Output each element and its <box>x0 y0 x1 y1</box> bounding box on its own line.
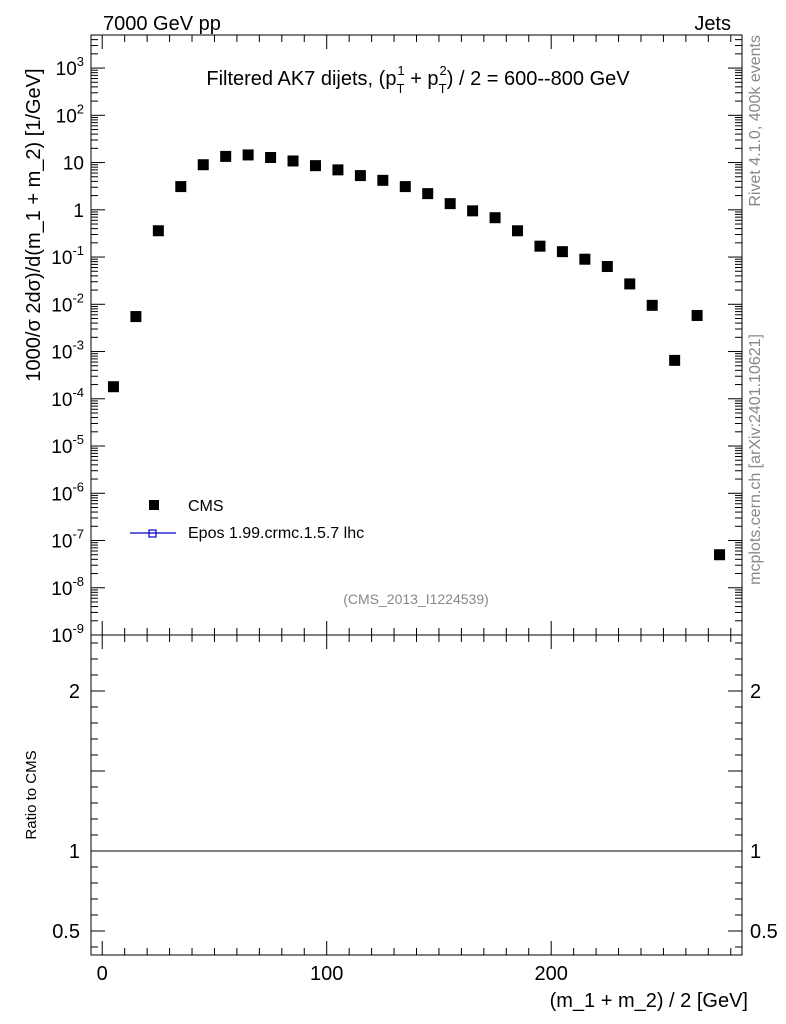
cms-data-point <box>107 381 119 393</box>
cms-data-point <box>512 225 524 237</box>
analysis-watermark: (CMS_2013_I1224539) <box>343 591 489 607</box>
main-plot-frame <box>90 34 743 636</box>
header-energy-label: 7000 GeV pp <box>103 13 221 35</box>
ratio-y-axis-title: Ratio to CMS <box>23 750 40 839</box>
main-y-axis-title: 1000/σ 2dσ)/d(m_1 + m_2) [1/GeV] <box>23 68 45 381</box>
x-tick-labels: 0 100 200 <box>97 963 568 985</box>
cms-data-point <box>399 181 411 193</box>
ratio-axis-ticks <box>91 635 742 955</box>
y-tick-label: 10-2 <box>51 290 84 316</box>
y-tick-label: 10-8 <box>51 574 84 600</box>
ratio-plot-frame <box>90 634 743 956</box>
cms-data-point <box>332 164 344 176</box>
cms-data-point <box>377 174 389 186</box>
cms-data-point <box>354 170 366 182</box>
y-tick-label: 10-7 <box>51 527 84 553</box>
x-axis-title: (m_1 + m_2) / 2 [GeV] <box>550 990 748 1012</box>
rivet-version-label: Rivet 4.1.0, 400k events <box>747 35 764 207</box>
cms-data-point <box>646 299 658 311</box>
ratio-y-tick-label-left: 2 <box>69 681 80 703</box>
y-tick-label: 10-4 <box>51 385 84 411</box>
cms-data-point <box>489 212 501 224</box>
ratio-y-tick-label-right: 1 <box>750 841 761 863</box>
cms-data-point <box>287 155 299 167</box>
cms-data-point <box>691 309 703 321</box>
y-tick-label: 10-6 <box>51 479 84 505</box>
y-tick-label: 10-3 <box>51 338 84 364</box>
chart-title: Filtered AK7 dijets, (pT1 + pT2) / 2 = 6… <box>206 63 630 96</box>
cms-data-point <box>242 149 254 161</box>
main-y-tick-labels: 10-9 10-8 10-7 10-6 10-5 10-4 10-3 10-2 10-1 1 10 1… <box>51 54 84 647</box>
y-tick-label: 103 <box>56 54 84 80</box>
legend-mc-label: Epos 1.99.crmc.1.5.7 lhc <box>188 525 364 542</box>
legend-cms-marker <box>149 500 159 510</box>
y-tick-label: 1 <box>73 201 84 222</box>
cms-data-point <box>220 150 232 162</box>
cms-data-point <box>534 240 546 252</box>
ratio-y-tick-labels: 0.5 0.5 1 1 2 2 <box>52 681 778 943</box>
ratio-y-tick-label-right: 2 <box>750 681 761 703</box>
cms-data-point <box>601 261 613 273</box>
x-tick-label: 0 <box>97 963 108 985</box>
y-tick-label: 10-9 <box>51 621 84 647</box>
ratio-y-tick-label-right: 0.5 <box>750 921 778 943</box>
cms-data-point <box>714 549 726 561</box>
cms-data-point <box>556 246 568 258</box>
cms-data-point <box>669 354 681 366</box>
x-tick-label: 200 <box>535 963 568 985</box>
legend-cms-label: CMS <box>188 498 224 515</box>
header-process-label: Jets <box>694 13 731 35</box>
cms-data-point <box>265 151 277 163</box>
cms-data-point <box>422 188 434 200</box>
cms-data-point <box>624 278 636 290</box>
y-tick-label: 10-1 <box>51 243 84 269</box>
cms-data-point <box>467 205 479 217</box>
cms-data-point <box>175 181 187 193</box>
cms-data-point <box>309 160 321 172</box>
cms-data-point <box>197 159 209 171</box>
cms-data-series <box>107 149 726 561</box>
y-tick-label: 10 <box>63 154 84 175</box>
ratio-y-tick-label-left: 0.5 <box>52 921 80 943</box>
cms-data-point <box>579 253 591 265</box>
x-tick-label: 100 <box>310 963 343 985</box>
y-tick-label: 102 <box>56 101 84 127</box>
mcplots-label: mcplots.cern.ch [arXiv:2401.10621] <box>747 334 764 585</box>
ratio-y-tick-label-left: 1 <box>69 841 80 863</box>
cms-data-point <box>130 311 142 323</box>
main-axis-ticks <box>91 34 742 636</box>
cms-data-point <box>444 198 456 210</box>
cms-data-point <box>152 225 164 237</box>
legend-mc-marker <box>148 529 157 538</box>
y-tick-label: 10-5 <box>51 432 84 458</box>
